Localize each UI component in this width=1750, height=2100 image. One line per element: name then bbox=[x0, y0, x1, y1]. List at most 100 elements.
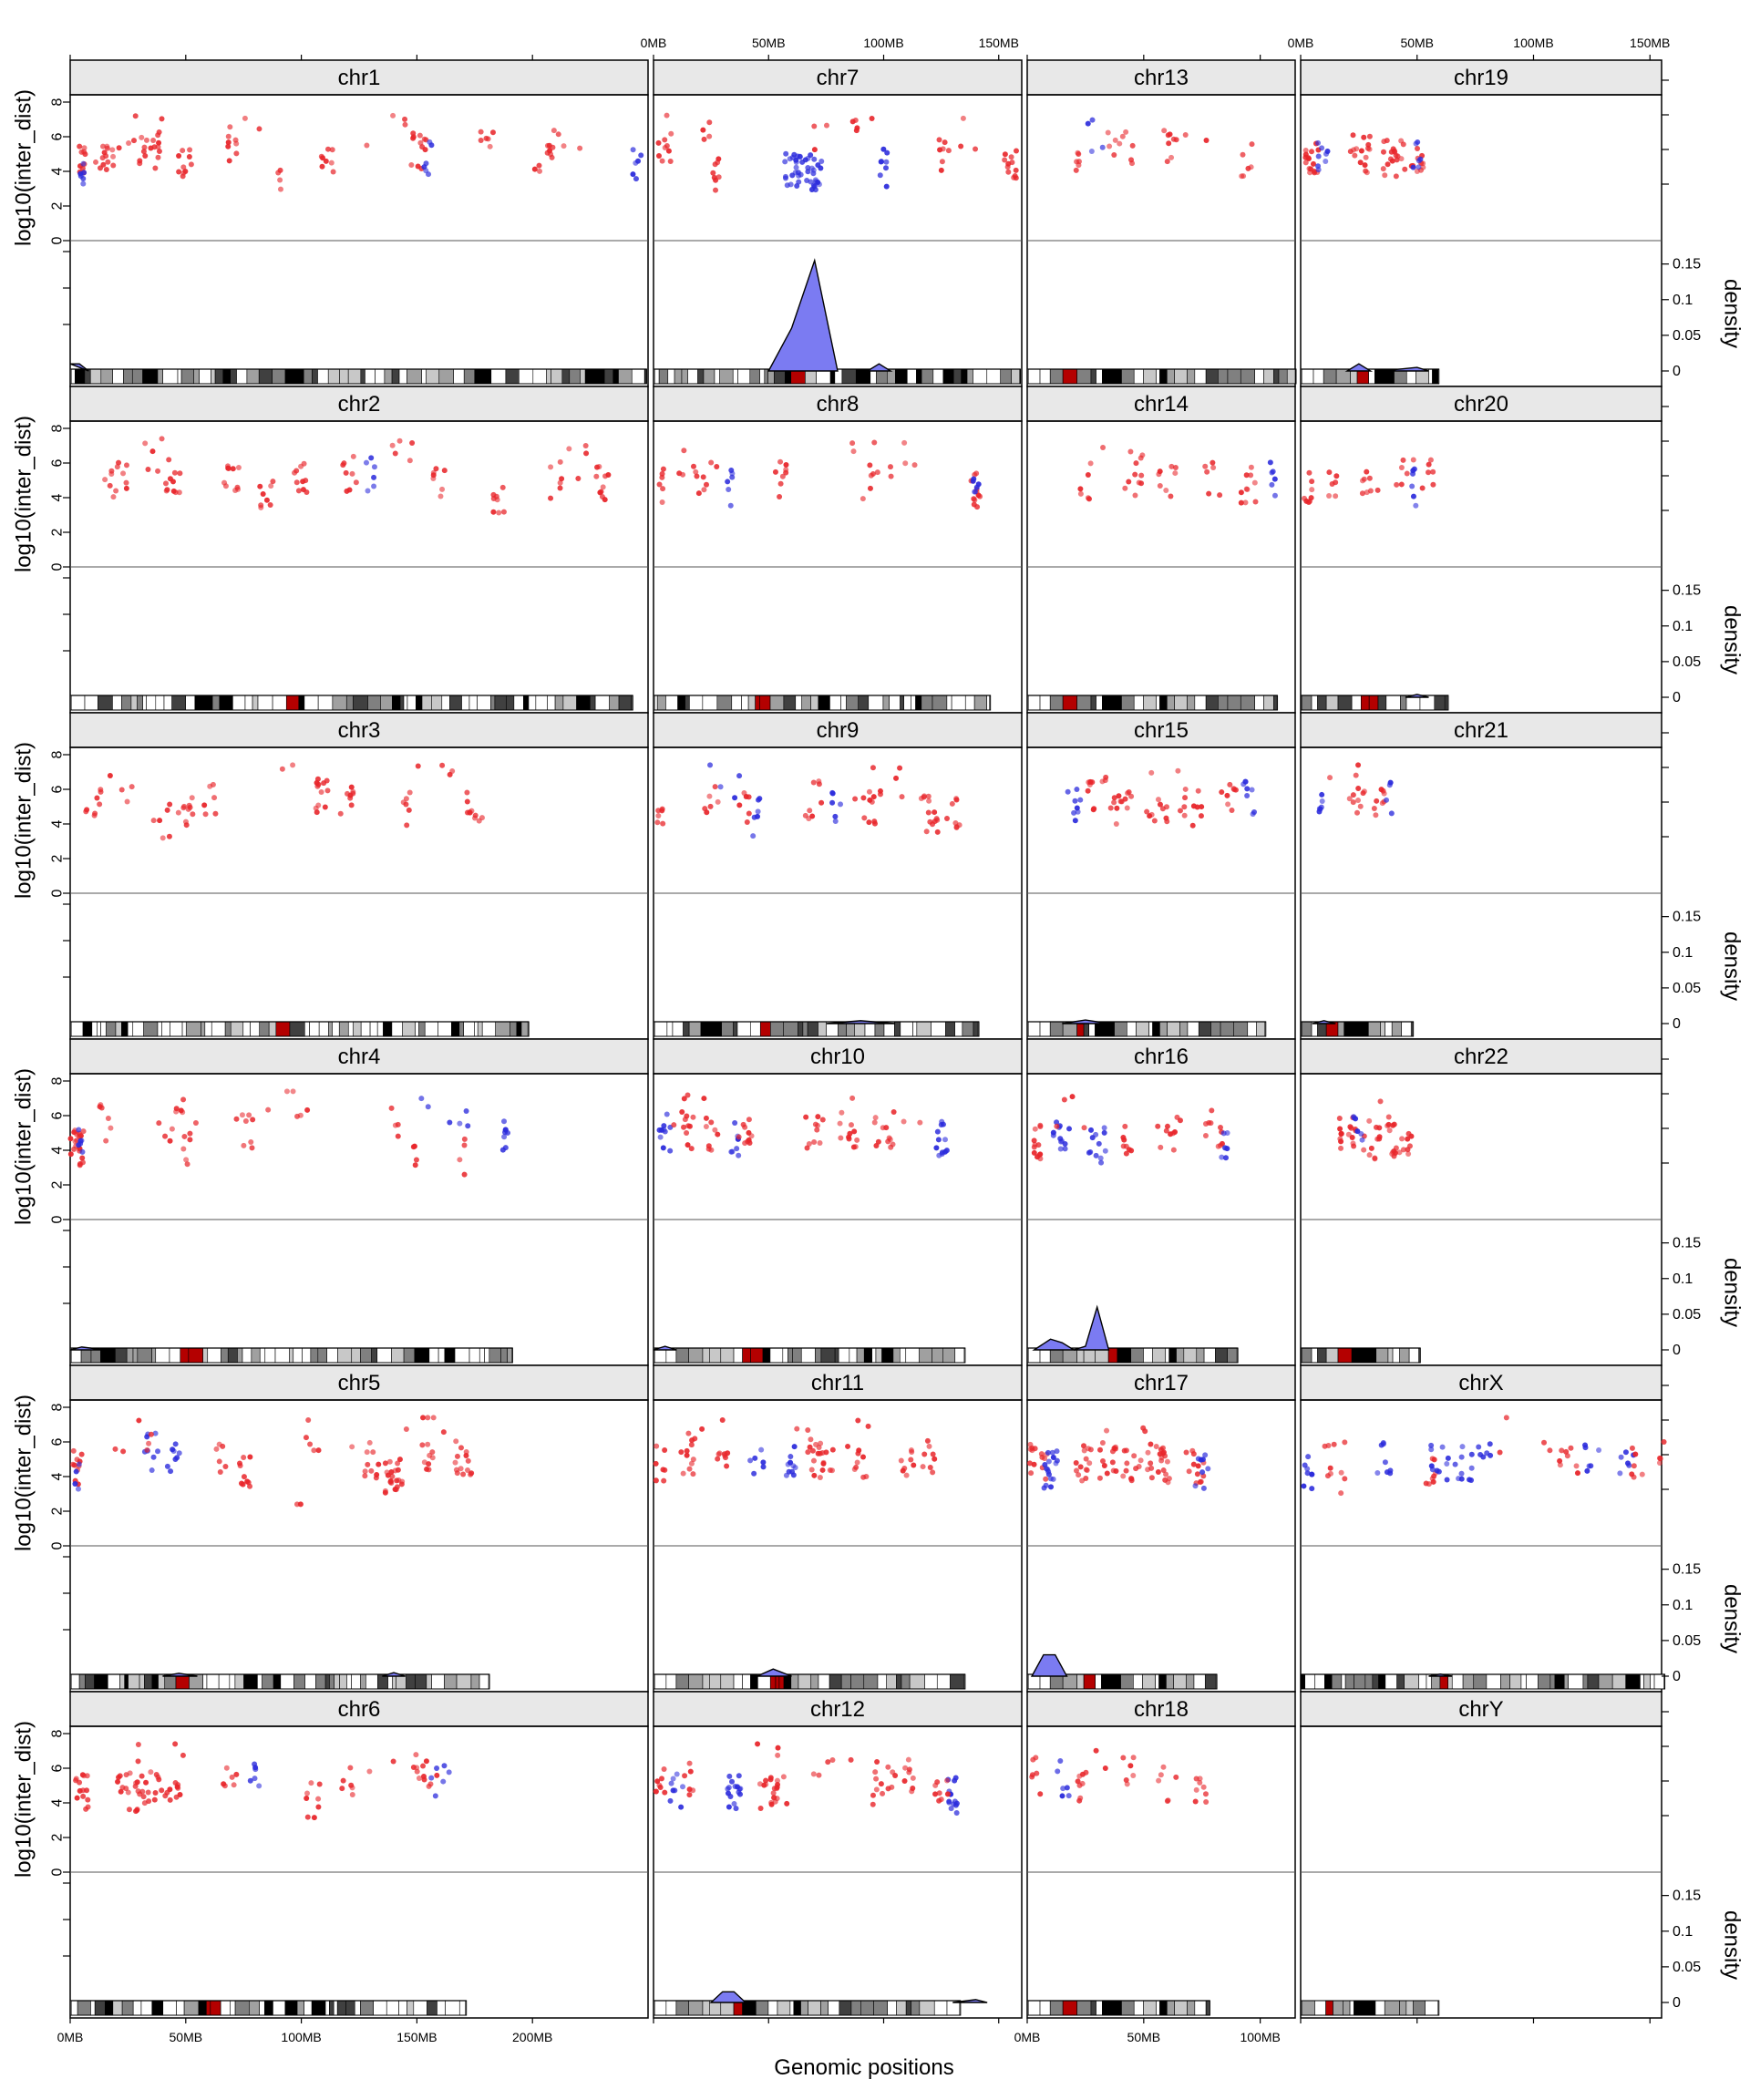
data-point bbox=[400, 799, 407, 806]
cytoband bbox=[858, 695, 870, 711]
data-point bbox=[181, 1133, 188, 1139]
data-point bbox=[247, 1454, 253, 1460]
cytoband bbox=[1039, 1021, 1051, 1037]
data-point bbox=[960, 115, 966, 121]
data-point bbox=[241, 1474, 247, 1480]
cytoband bbox=[881, 1347, 894, 1364]
data-point bbox=[1162, 1453, 1168, 1459]
cytoband bbox=[1413, 2000, 1426, 2016]
cytoband bbox=[715, 1021, 722, 1037]
data-point bbox=[1045, 1458, 1052, 1465]
density-area bbox=[1382, 366, 1429, 372]
cytoband bbox=[1227, 1347, 1238, 1364]
data-point bbox=[349, 1792, 355, 1798]
data-point bbox=[880, 146, 887, 152]
data-point bbox=[1206, 1119, 1212, 1126]
data-point bbox=[258, 502, 264, 509]
data-point bbox=[1384, 1469, 1390, 1476]
cytoband bbox=[221, 1347, 229, 1364]
data-point bbox=[348, 1782, 355, 1788]
points-chr9 bbox=[654, 762, 962, 839]
data-point bbox=[855, 1417, 861, 1424]
cytoband bbox=[612, 368, 619, 385]
density-axis-title: density bbox=[1720, 1258, 1745, 1327]
cytoband bbox=[631, 695, 633, 711]
data-point bbox=[1315, 153, 1322, 160]
data-point bbox=[1124, 1781, 1130, 1787]
x-tick-label-top: 50MB bbox=[752, 36, 786, 50]
cytoband bbox=[132, 1021, 144, 1037]
data-point bbox=[860, 1454, 867, 1460]
cytoband bbox=[413, 2000, 427, 2016]
data-point bbox=[1248, 164, 1254, 170]
data-point bbox=[806, 1141, 812, 1148]
data-point bbox=[1155, 1469, 1161, 1476]
data-point bbox=[458, 1466, 464, 1472]
data-point bbox=[170, 479, 176, 485]
cytoband bbox=[700, 1021, 716, 1037]
data-point bbox=[141, 144, 148, 150]
data-point bbox=[852, 796, 859, 802]
data-point bbox=[150, 818, 157, 824]
cytoband bbox=[871, 1347, 877, 1364]
cytoband bbox=[675, 1347, 689, 1364]
cytoband bbox=[236, 368, 248, 385]
data-point bbox=[1170, 1130, 1177, 1137]
cytoband bbox=[1136, 1021, 1149, 1037]
data-point bbox=[227, 124, 233, 130]
data-point bbox=[937, 147, 943, 153]
cytoband bbox=[1300, 1021, 1312, 1037]
cytoband bbox=[426, 368, 440, 385]
points-chr11 bbox=[653, 1417, 938, 1484]
data-point bbox=[1138, 472, 1145, 479]
cytoband bbox=[1143, 368, 1157, 385]
data-point bbox=[788, 1459, 794, 1466]
data-point bbox=[1013, 167, 1019, 173]
data-point bbox=[107, 773, 113, 779]
cytoband bbox=[230, 1021, 244, 1037]
cytoband bbox=[1062, 695, 1077, 711]
cytoband bbox=[1218, 695, 1229, 711]
data-point bbox=[725, 479, 731, 485]
cytoband bbox=[324, 2000, 330, 2016]
density-tick-label: 0 bbox=[1673, 1016, 1681, 1032]
cytoband bbox=[755, 695, 760, 711]
cytoband bbox=[112, 2000, 123, 2016]
data-point bbox=[783, 469, 789, 476]
data-point bbox=[846, 1134, 852, 1140]
data-point bbox=[173, 1106, 180, 1112]
data-point bbox=[422, 147, 428, 153]
points-chr13 bbox=[1073, 117, 1255, 180]
data-point bbox=[1402, 166, 1408, 172]
data-point bbox=[1181, 812, 1188, 818]
data-point bbox=[708, 1147, 715, 1153]
data-point bbox=[1573, 1463, 1580, 1469]
density-axis-title: density bbox=[1720, 1584, 1745, 1653]
ideogram-chr13 bbox=[1026, 368, 1297, 385]
data-point bbox=[1327, 775, 1333, 781]
data-point bbox=[155, 1774, 161, 1780]
data-point bbox=[1361, 1147, 1367, 1153]
data-point bbox=[156, 129, 162, 135]
cytoband bbox=[828, 2000, 840, 2016]
data-point bbox=[664, 112, 670, 118]
data-point bbox=[402, 121, 408, 128]
cytoband bbox=[315, 1673, 326, 1690]
cytoband bbox=[1076, 1673, 1085, 1690]
data-point bbox=[1158, 1772, 1164, 1778]
data-point bbox=[811, 156, 818, 162]
data-point bbox=[1322, 1443, 1328, 1449]
cytoband bbox=[298, 695, 305, 711]
data-point bbox=[387, 1479, 394, 1486]
data-point bbox=[347, 1765, 354, 1771]
cytoband bbox=[1049, 1021, 1064, 1037]
data-point bbox=[777, 493, 783, 499]
data-point bbox=[180, 170, 187, 176]
data-point bbox=[555, 131, 561, 138]
cytoband bbox=[237, 1347, 243, 1364]
cytoband bbox=[1354, 1673, 1366, 1690]
cytoband bbox=[431, 1673, 445, 1690]
density-area bbox=[653, 1345, 677, 1351]
data-point bbox=[337, 810, 344, 817]
data-point bbox=[305, 1417, 312, 1424]
